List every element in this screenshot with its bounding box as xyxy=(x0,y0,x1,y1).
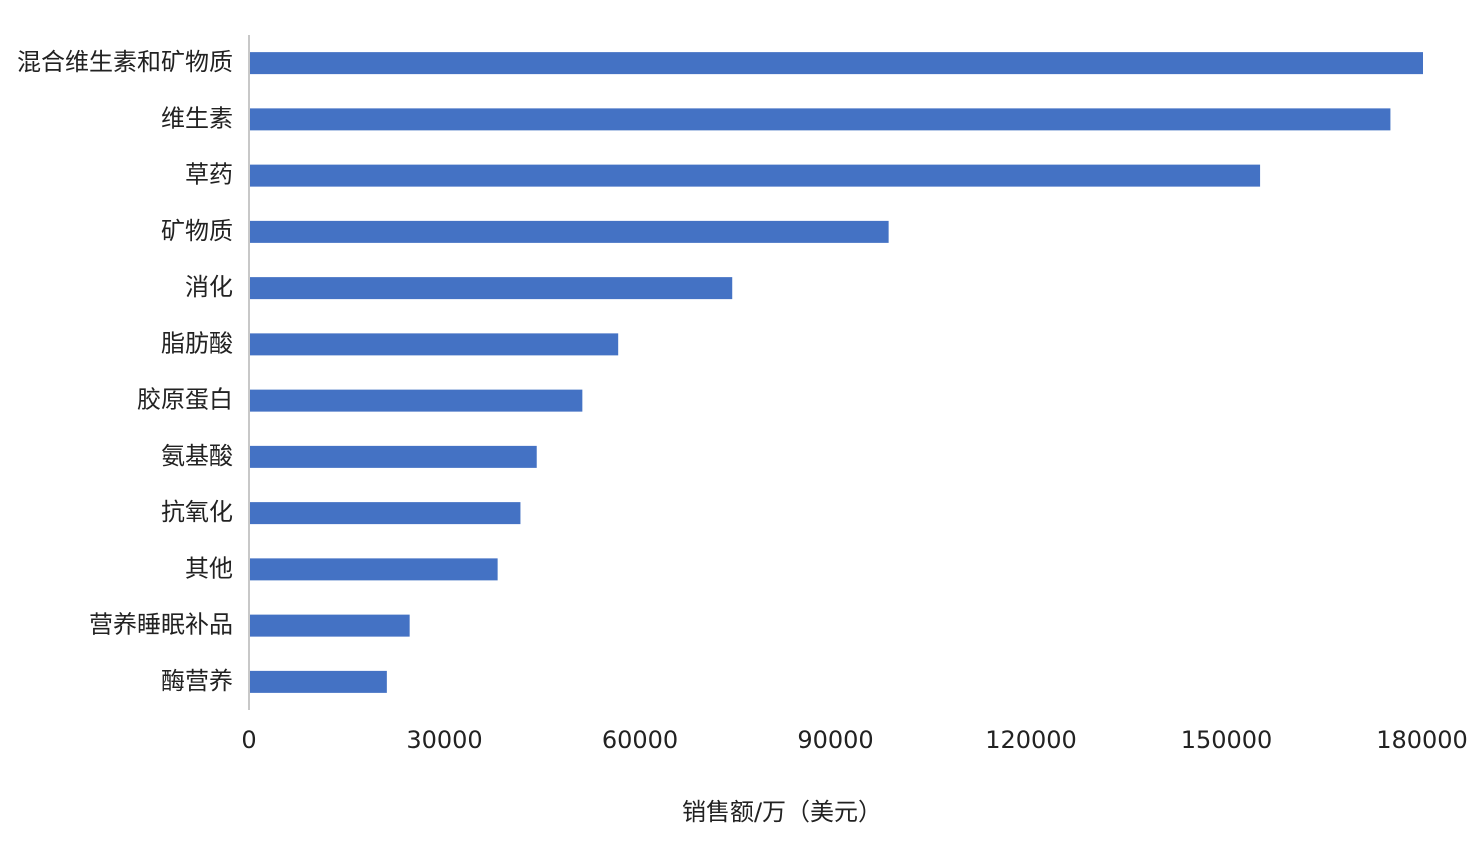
bar xyxy=(250,108,1391,131)
bar xyxy=(250,502,521,525)
x-axis-title: 销售额/万（美元） xyxy=(682,798,882,826)
x-tick-label: 60000 xyxy=(602,726,678,754)
y-tick-label: 消化 xyxy=(185,273,233,301)
y-tick-label: 维生素 xyxy=(161,104,233,132)
y-tick-label: 矿物质 xyxy=(161,217,233,245)
bar xyxy=(250,52,1423,75)
bar xyxy=(250,220,889,243)
bar xyxy=(250,164,1261,187)
y-tick-label: 酶营养 xyxy=(161,667,233,695)
x-tick-label: 0 xyxy=(241,726,256,754)
bar xyxy=(250,333,619,356)
x-tick-label: 90000 xyxy=(797,726,873,754)
bar xyxy=(250,614,410,637)
y-tick-label: 混合维生素和矿物质 xyxy=(17,48,233,76)
bar xyxy=(250,277,733,300)
bar xyxy=(250,558,498,581)
y-tick-label: 营养睡眠补品 xyxy=(89,611,233,639)
bar xyxy=(250,389,583,412)
bar xyxy=(250,445,537,468)
y-tick-label: 抗氧化 xyxy=(161,498,233,526)
y-tick-label: 其他 xyxy=(185,554,233,582)
y-tick-label: 胶原蛋白 xyxy=(137,386,233,414)
y-tick-label: 氨基酸 xyxy=(161,442,233,470)
x-tick-label: 120000 xyxy=(985,726,1077,754)
y-tick-label: 脂肪酸 xyxy=(161,329,233,357)
x-tick-label: 150000 xyxy=(1181,726,1273,754)
x-tick-label: 180000 xyxy=(1376,726,1468,754)
x-tick-label: 30000 xyxy=(406,726,482,754)
y-tick-label: 草药 xyxy=(185,161,233,189)
bar xyxy=(250,670,387,693)
